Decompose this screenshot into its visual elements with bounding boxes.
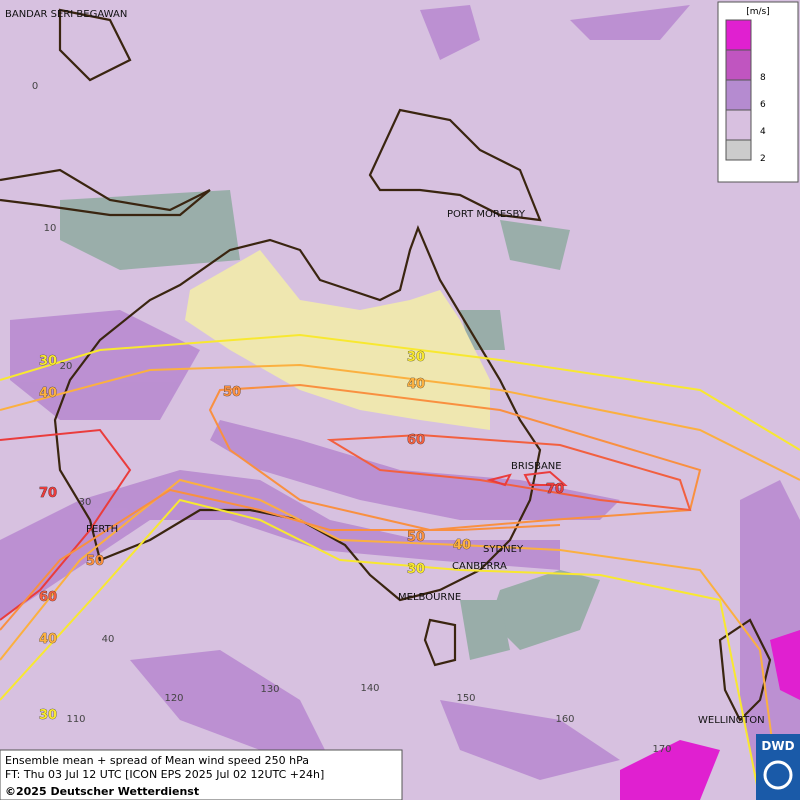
contour-label: 70 (546, 482, 564, 497)
land-sea-mask (60, 190, 600, 660)
indonesia (0, 168, 211, 217)
australia (53, 224, 542, 602)
contour-label: 40 (407, 377, 425, 392)
new-zealand (718, 618, 772, 722)
longitude-label: 170 (652, 744, 671, 755)
borneo (58, 8, 132, 82)
isotach (486, 470, 568, 487)
isotach (0, 498, 761, 801)
latitude-label: 20 (60, 361, 73, 372)
contour-label: 50 (223, 385, 241, 400)
spread-area (440, 700, 620, 780)
spread-area (570, 5, 690, 40)
footer-copyright: ©2025 Deutscher Wetterdienst (5, 785, 199, 798)
contour-label: 50 (86, 554, 104, 569)
contour-label: 50 (407, 530, 425, 545)
logo-swirl (763, 760, 793, 790)
contour-label: 40 (39, 386, 57, 401)
longitude-label: 130 (260, 684, 279, 695)
legend-swatch (725, 109, 752, 141)
longitude-label: 160 (555, 714, 574, 725)
city-label: MELBOURNE (398, 592, 461, 603)
strong-spread (620, 740, 720, 800)
terrain (490, 570, 600, 650)
legend-tick-label: 6 (760, 100, 766, 110)
spread-area (0, 470, 560, 620)
city-label: PERTH (86, 524, 118, 535)
contour-label: 40 (453, 538, 471, 553)
spread-area (130, 650, 330, 760)
legend-tick-label: 4 (760, 127, 766, 137)
contour-label: 60 (39, 590, 57, 605)
latitude-label: 30 (79, 497, 92, 508)
city-label: CANBERRA (452, 561, 507, 572)
legend-swatch (725, 79, 752, 111)
contour-label: 30 (39, 708, 57, 723)
isotach (0, 428, 132, 621)
isotach (0, 333, 800, 451)
footer-box (0, 749, 403, 801)
spread-area (210, 420, 620, 520)
contour-label: 30 (407, 562, 425, 577)
legend-tick-label: 8 (760, 73, 766, 83)
city-label: BANDAR SERI BEGAWAN (5, 9, 127, 20)
city-label: PORT MORESBY (447, 209, 526, 220)
city-label: WELLINGTON (698, 715, 765, 726)
new-guinea (368, 108, 542, 222)
coastlines (0, 8, 772, 722)
isotach (0, 363, 800, 481)
isotachs (0, 333, 800, 801)
isotach (0, 488, 561, 631)
legend-tick-label: 2 (760, 154, 766, 164)
footer-time: FT: Thu 03 Jul 12 UTC [ICON EPS 2025 Jul… (5, 768, 324, 781)
longitude-label: 140 (360, 683, 379, 694)
isotach (0, 478, 781, 801)
longitude-label: 120 (164, 693, 183, 704)
isotach (326, 433, 692, 512)
terrain (460, 310, 505, 350)
legend-swatch-low (725, 139, 752, 161)
contour-label: 40 (39, 632, 57, 647)
logo-text: DWD (761, 739, 794, 753)
contour-label: 70 (39, 486, 57, 501)
tasmania (423, 618, 457, 667)
terrain (60, 190, 240, 270)
contour-label: 60 (407, 433, 425, 448)
terrain (460, 600, 510, 660)
longitude-label: 150 (456, 693, 475, 704)
terrain (500, 220, 570, 270)
spread-area (420, 5, 480, 60)
footer-title: Ensemble mean + spread of Mean wind spee… (5, 754, 309, 767)
strong-spread (770, 630, 800, 700)
spread-area (10, 310, 200, 420)
contour-label: 30 (39, 354, 57, 369)
latitude-label: 0 (32, 81, 38, 92)
longitude-label: 110 (66, 714, 85, 725)
latitude-label: 40 (102, 634, 115, 645)
legend-swatch (725, 49, 752, 81)
contour-label: 30 (407, 350, 425, 365)
city-label: BRISBANE (511, 461, 562, 472)
legend-unit: [m/s] (746, 7, 770, 17)
latitude-label: 10 (44, 223, 57, 234)
legend-swatch (725, 19, 752, 51)
city-label: SYDNEY (483, 544, 524, 555)
